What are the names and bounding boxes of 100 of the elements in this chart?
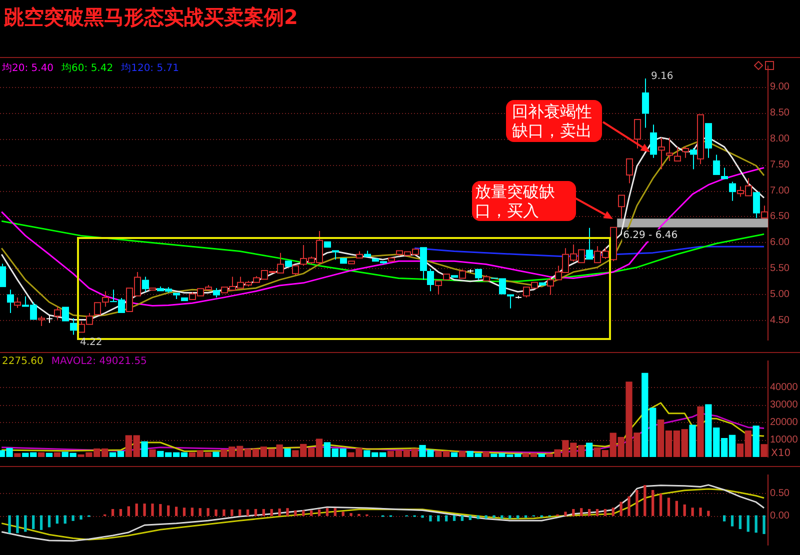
candlestick	[586, 227, 593, 260]
bar	[310, 510, 313, 516]
bar	[284, 448, 291, 457]
text: MAVOL2: 49021.55	[51, 356, 147, 367]
bar	[580, 508, 583, 516]
bar	[135, 504, 138, 516]
bar	[697, 406, 704, 457]
bar	[16, 515, 19, 534]
bar	[468, 515, 472, 520]
bar	[342, 512, 344, 516]
bar	[421, 515, 424, 518]
bar	[699, 508, 702, 516]
annotation: 放量突破缺口，买入	[472, 181, 576, 221]
y-tick-label: 5.00	[770, 289, 790, 300]
candlestick	[435, 280, 442, 295]
bar	[628, 496, 630, 516]
bar	[675, 500, 678, 516]
candlestick	[213, 288, 220, 298]
bar	[54, 452, 61, 457]
bar	[458, 450, 466, 457]
bar	[730, 515, 734, 526]
y-tick-label: 7.00	[770, 185, 790, 196]
y-tick-label: 6.50	[770, 211, 790, 222]
y-tick-label: 10000	[770, 434, 798, 446]
y-tick-label: 40000	[770, 382, 798, 393]
bar	[644, 485, 646, 516]
bar	[318, 509, 321, 516]
text: 均20: 5.40	[2, 63, 54, 74]
bar	[691, 508, 694, 516]
bar	[437, 515, 440, 522]
candlestick	[690, 147, 697, 170]
candlestick	[14, 296, 21, 308]
bar	[586, 442, 593, 457]
candlestick	[420, 247, 427, 280]
candlestick	[650, 124, 657, 158]
candlestick	[634, 118, 641, 150]
bar	[238, 509, 242, 516]
bar	[151, 504, 154, 516]
text: X10	[771, 448, 791, 459]
bar	[48, 515, 51, 528]
bar	[612, 508, 614, 516]
bar	[445, 515, 448, 522]
candlestick	[658, 137, 665, 170]
y-tick-label: 9.00	[770, 82, 790, 93]
candlestick	[70, 318, 77, 336]
bar	[190, 508, 194, 516]
bar	[64, 515, 66, 524]
bar	[707, 510, 710, 516]
bar	[588, 508, 591, 516]
candlestick	[364, 250, 371, 257]
candlestick	[666, 137, 673, 162]
bar	[450, 452, 458, 457]
bar	[24, 515, 27, 532]
bar	[14, 453, 21, 457]
band-label: 6.29 - 6.46	[623, 230, 678, 241]
annotation: 4.22	[80, 337, 102, 348]
candlestick	[674, 146, 681, 162]
bar	[302, 510, 305, 516]
bar	[286, 508, 289, 516]
bar	[689, 424, 696, 457]
candlestick	[7, 289, 14, 314]
bar	[738, 515, 742, 530]
y-tick-label: 7.50	[770, 159, 790, 170]
candlestick	[173, 292, 180, 300]
bar	[596, 508, 599, 516]
candlestick	[682, 146, 689, 158]
y-tick-label: 8.00	[770, 133, 790, 144]
bar	[214, 509, 218, 516]
text: 2275.60	[2, 356, 44, 367]
chart-title: 跳空突破黑马形态实战买卖案例2	[4, 4, 298, 31]
candlestick	[713, 154, 720, 175]
bar	[72, 515, 74, 521]
bar	[492, 515, 496, 518]
bar	[159, 504, 162, 516]
bar	[222, 509, 226, 516]
bar	[46, 452, 53, 457]
bar	[754, 515, 758, 533]
y-tick-label: 4.50	[770, 315, 790, 326]
y-tick-label: 20000	[770, 416, 798, 428]
bar	[8, 515, 11, 534]
bar	[350, 513, 352, 516]
bar	[429, 515, 432, 522]
text: 均120: 5.71	[121, 63, 179, 74]
bar	[334, 508, 336, 516]
bar	[270, 508, 273, 516]
bar	[212, 452, 220, 457]
candlestick	[475, 268, 482, 280]
bar	[652, 490, 654, 516]
bar	[620, 502, 622, 516]
candlestick	[332, 250, 339, 260]
bar	[524, 515, 528, 518]
bar	[149, 449, 156, 457]
y-tick-label: 30000	[770, 399, 798, 410]
bar	[484, 515, 488, 519]
bar	[141, 441, 148, 457]
annotation: 回补衰竭性缺口，卖出	[506, 100, 602, 142]
y-tick-label: 0.50	[770, 488, 790, 499]
bar	[111, 508, 114, 516]
bar	[40, 515, 43, 530]
bar	[659, 494, 662, 516]
